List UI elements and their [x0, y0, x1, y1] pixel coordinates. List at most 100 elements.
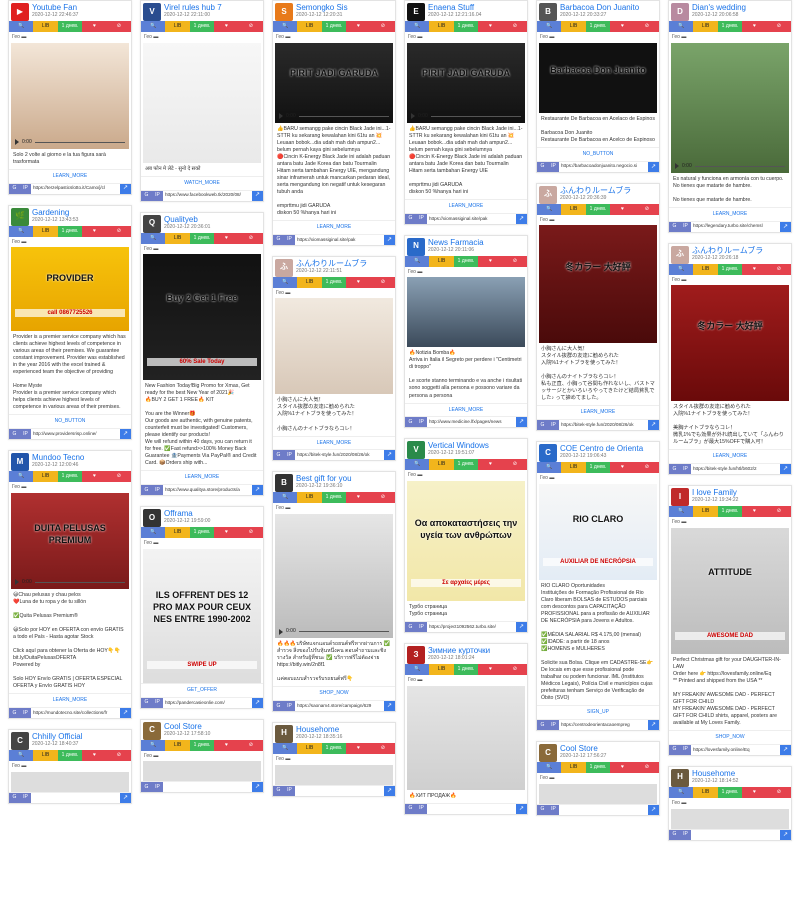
landing-url[interactable]: https://project1092562.turbo.site/: [429, 623, 496, 629]
block-icon[interactable]: ⊘: [106, 471, 132, 483]
external-link-icon[interactable]: ↗: [120, 183, 131, 194]
days-button[interactable]: 1 днев.: [321, 742, 347, 754]
lib-button[interactable]: LIB: [561, 21, 586, 32]
external-link-icon[interactable]: ↗: [516, 417, 527, 428]
days-button[interactable]: 1 днев.: [453, 21, 479, 32]
search-icon[interactable]: 🔍: [405, 21, 430, 32]
lib-button[interactable]: LIB: [165, 739, 190, 751]
page-avatar[interactable]: C: [539, 743, 557, 762]
ad-media[interactable]: [143, 761, 261, 782]
days-button[interactable]: 1 днев.: [321, 492, 347, 504]
landing-url[interactable]: https://www.facebookweb.tk/2020/08/: [165, 192, 241, 198]
page-avatar[interactable]: C: [11, 731, 29, 750]
landing-url[interactable]: https://bitek-style.fun/2020/08/26/ok: [561, 422, 634, 428]
search-icon[interactable]: 🔍: [669, 786, 694, 798]
ad-media[interactable]: [671, 808, 789, 829]
external-link-icon[interactable]: ↗: [516, 213, 527, 224]
google-icon[interactable]: G: [537, 804, 548, 815]
cta-button[interactable]: LEARN_MORE: [405, 402, 527, 417]
ad-media[interactable]: [539, 783, 657, 804]
heart-icon[interactable]: ♥: [478, 21, 503, 32]
landing-url[interactable]: https://terzelpasticslotto.it/Camo/j/cl: [33, 185, 105, 191]
landing-url[interactable]: https://saonam4.store/campaign/629: [297, 702, 372, 708]
ip-button[interactable]: IP: [416, 213, 427, 224]
google-icon[interactable]: G: [405, 417, 416, 428]
block-icon[interactable]: ⊘: [634, 761, 660, 773]
ad-media[interactable]: Buy 2 Get 1 Free 60% Sale Today: [143, 254, 261, 381]
page-name[interactable]: ふんわりルームブラ: [692, 245, 764, 255]
days-button[interactable]: 1 днев.: [57, 749, 83, 761]
google-icon[interactable]: G: [537, 161, 548, 172]
days-button[interactable]: 1 днев.: [321, 276, 347, 288]
search-icon[interactable]: 🔍: [669, 21, 694, 32]
ad-media[interactable]: [407, 685, 525, 790]
heart-icon[interactable]: ♥: [214, 232, 239, 244]
google-icon[interactable]: G: [9, 183, 20, 194]
heart-icon[interactable]: ♥: [214, 527, 239, 539]
search-icon[interactable]: 🔍: [537, 462, 562, 474]
page-avatar[interactable]: З: [407, 646, 425, 665]
page-name[interactable]: I love Family: [692, 488, 737, 498]
ad-media[interactable]: Barbacoa Don Juanito: [539, 42, 657, 113]
ad-media[interactable]: DUITA PELUSAS PREMIUM 0:00: [11, 492, 129, 589]
search-icon[interactable]: 🔍: [141, 739, 166, 751]
landing-url[interactable]: https://www.qualitya.store/products/a: [165, 487, 240, 493]
google-icon[interactable]: G: [537, 719, 548, 730]
google-icon[interactable]: G: [405, 213, 416, 224]
block-icon[interactable]: ⊘: [634, 462, 660, 474]
google-icon[interactable]: G: [273, 785, 284, 796]
lib-button[interactable]: LIB: [165, 232, 190, 244]
ip-button[interactable]: IP: [416, 417, 427, 428]
page-avatar[interactable]: V: [407, 441, 425, 460]
landing-url[interactable]: https://bitek-style.fun/2020/08/26/ok: [297, 452, 370, 458]
google-icon[interactable]: G: [273, 234, 284, 245]
heart-icon[interactable]: ♥: [346, 742, 371, 754]
lib-button[interactable]: LIB: [297, 21, 322, 32]
ip-button[interactable]: IP: [548, 804, 559, 815]
ip-button[interactable]: IP: [284, 450, 295, 461]
ip-button[interactable]: IP: [680, 744, 691, 755]
search-icon[interactable]: 🔍: [9, 21, 34, 32]
block-icon[interactable]: ⊘: [238, 739, 264, 751]
cta-button[interactable]: LEARN_MORE: [669, 206, 791, 221]
page-name[interactable]: Househome: [296, 724, 340, 734]
lib-button[interactable]: LIB: [561, 462, 586, 474]
ad-media[interactable]: ATTITUDE AWESOME DAD: [671, 527, 789, 654]
lib-button[interactable]: LIB: [33, 21, 58, 32]
search-icon[interactable]: 🔍: [537, 21, 562, 32]
page-name[interactable]: Chhilly Official: [32, 731, 83, 741]
google-icon[interactable]: G: [141, 782, 152, 793]
lib-button[interactable]: LIB: [165, 21, 190, 32]
video-controls[interactable]: 0:00: [275, 627, 393, 636]
page-avatar[interactable]: O: [143, 509, 161, 528]
cta-button[interactable]: SHOP_NOW: [273, 686, 395, 700]
external-link-icon[interactable]: ↗: [516, 803, 527, 814]
search-icon[interactable]: 🔍: [9, 471, 34, 483]
page-avatar[interactable]: D: [671, 3, 689, 21]
ad-media[interactable]: PIRIT JADI GARUDA 0:00: [407, 42, 525, 123]
lib-button[interactable]: LIB: [297, 276, 322, 288]
cta-button[interactable]: WATCH_MORE: [141, 175, 263, 190]
days-button[interactable]: 1 днев.: [189, 21, 215, 32]
block-icon[interactable]: ⊘: [502, 459, 528, 471]
block-icon[interactable]: ⊘: [106, 21, 132, 32]
block-icon[interactable]: ⊘: [370, 21, 396, 32]
page-name[interactable]: Enaena Stuff: [428, 3, 475, 12]
page-name[interactable]: Offrama: [164, 509, 193, 519]
heart-icon[interactable]: ♥: [610, 21, 635, 32]
cta-button[interactable]: NO_BUTTON: [9, 414, 131, 428]
ip-button[interactable]: IP: [548, 161, 559, 172]
ip-button[interactable]: IP: [416, 803, 427, 814]
landing-url[interactable]: https://legendary.turbo.site/chemsl: [693, 223, 763, 229]
google-icon[interactable]: G: [141, 485, 152, 496]
cta-button[interactable]: LEARN_MORE: [9, 168, 131, 183]
days-button[interactable]: 1 днев.: [57, 21, 83, 32]
page-name[interactable]: ふんわりルームブラ: [560, 185, 632, 195]
ip-button[interactable]: IP: [20, 429, 31, 440]
heart-icon[interactable]: ♥: [82, 749, 107, 761]
heart-icon[interactable]: ♥: [610, 761, 635, 773]
search-icon[interactable]: 🔍: [537, 761, 562, 773]
page-avatar[interactable]: S: [275, 3, 293, 21]
page-name[interactable]: Dian's wedding: [692, 3, 747, 12]
google-icon[interactable]: G: [405, 803, 416, 814]
